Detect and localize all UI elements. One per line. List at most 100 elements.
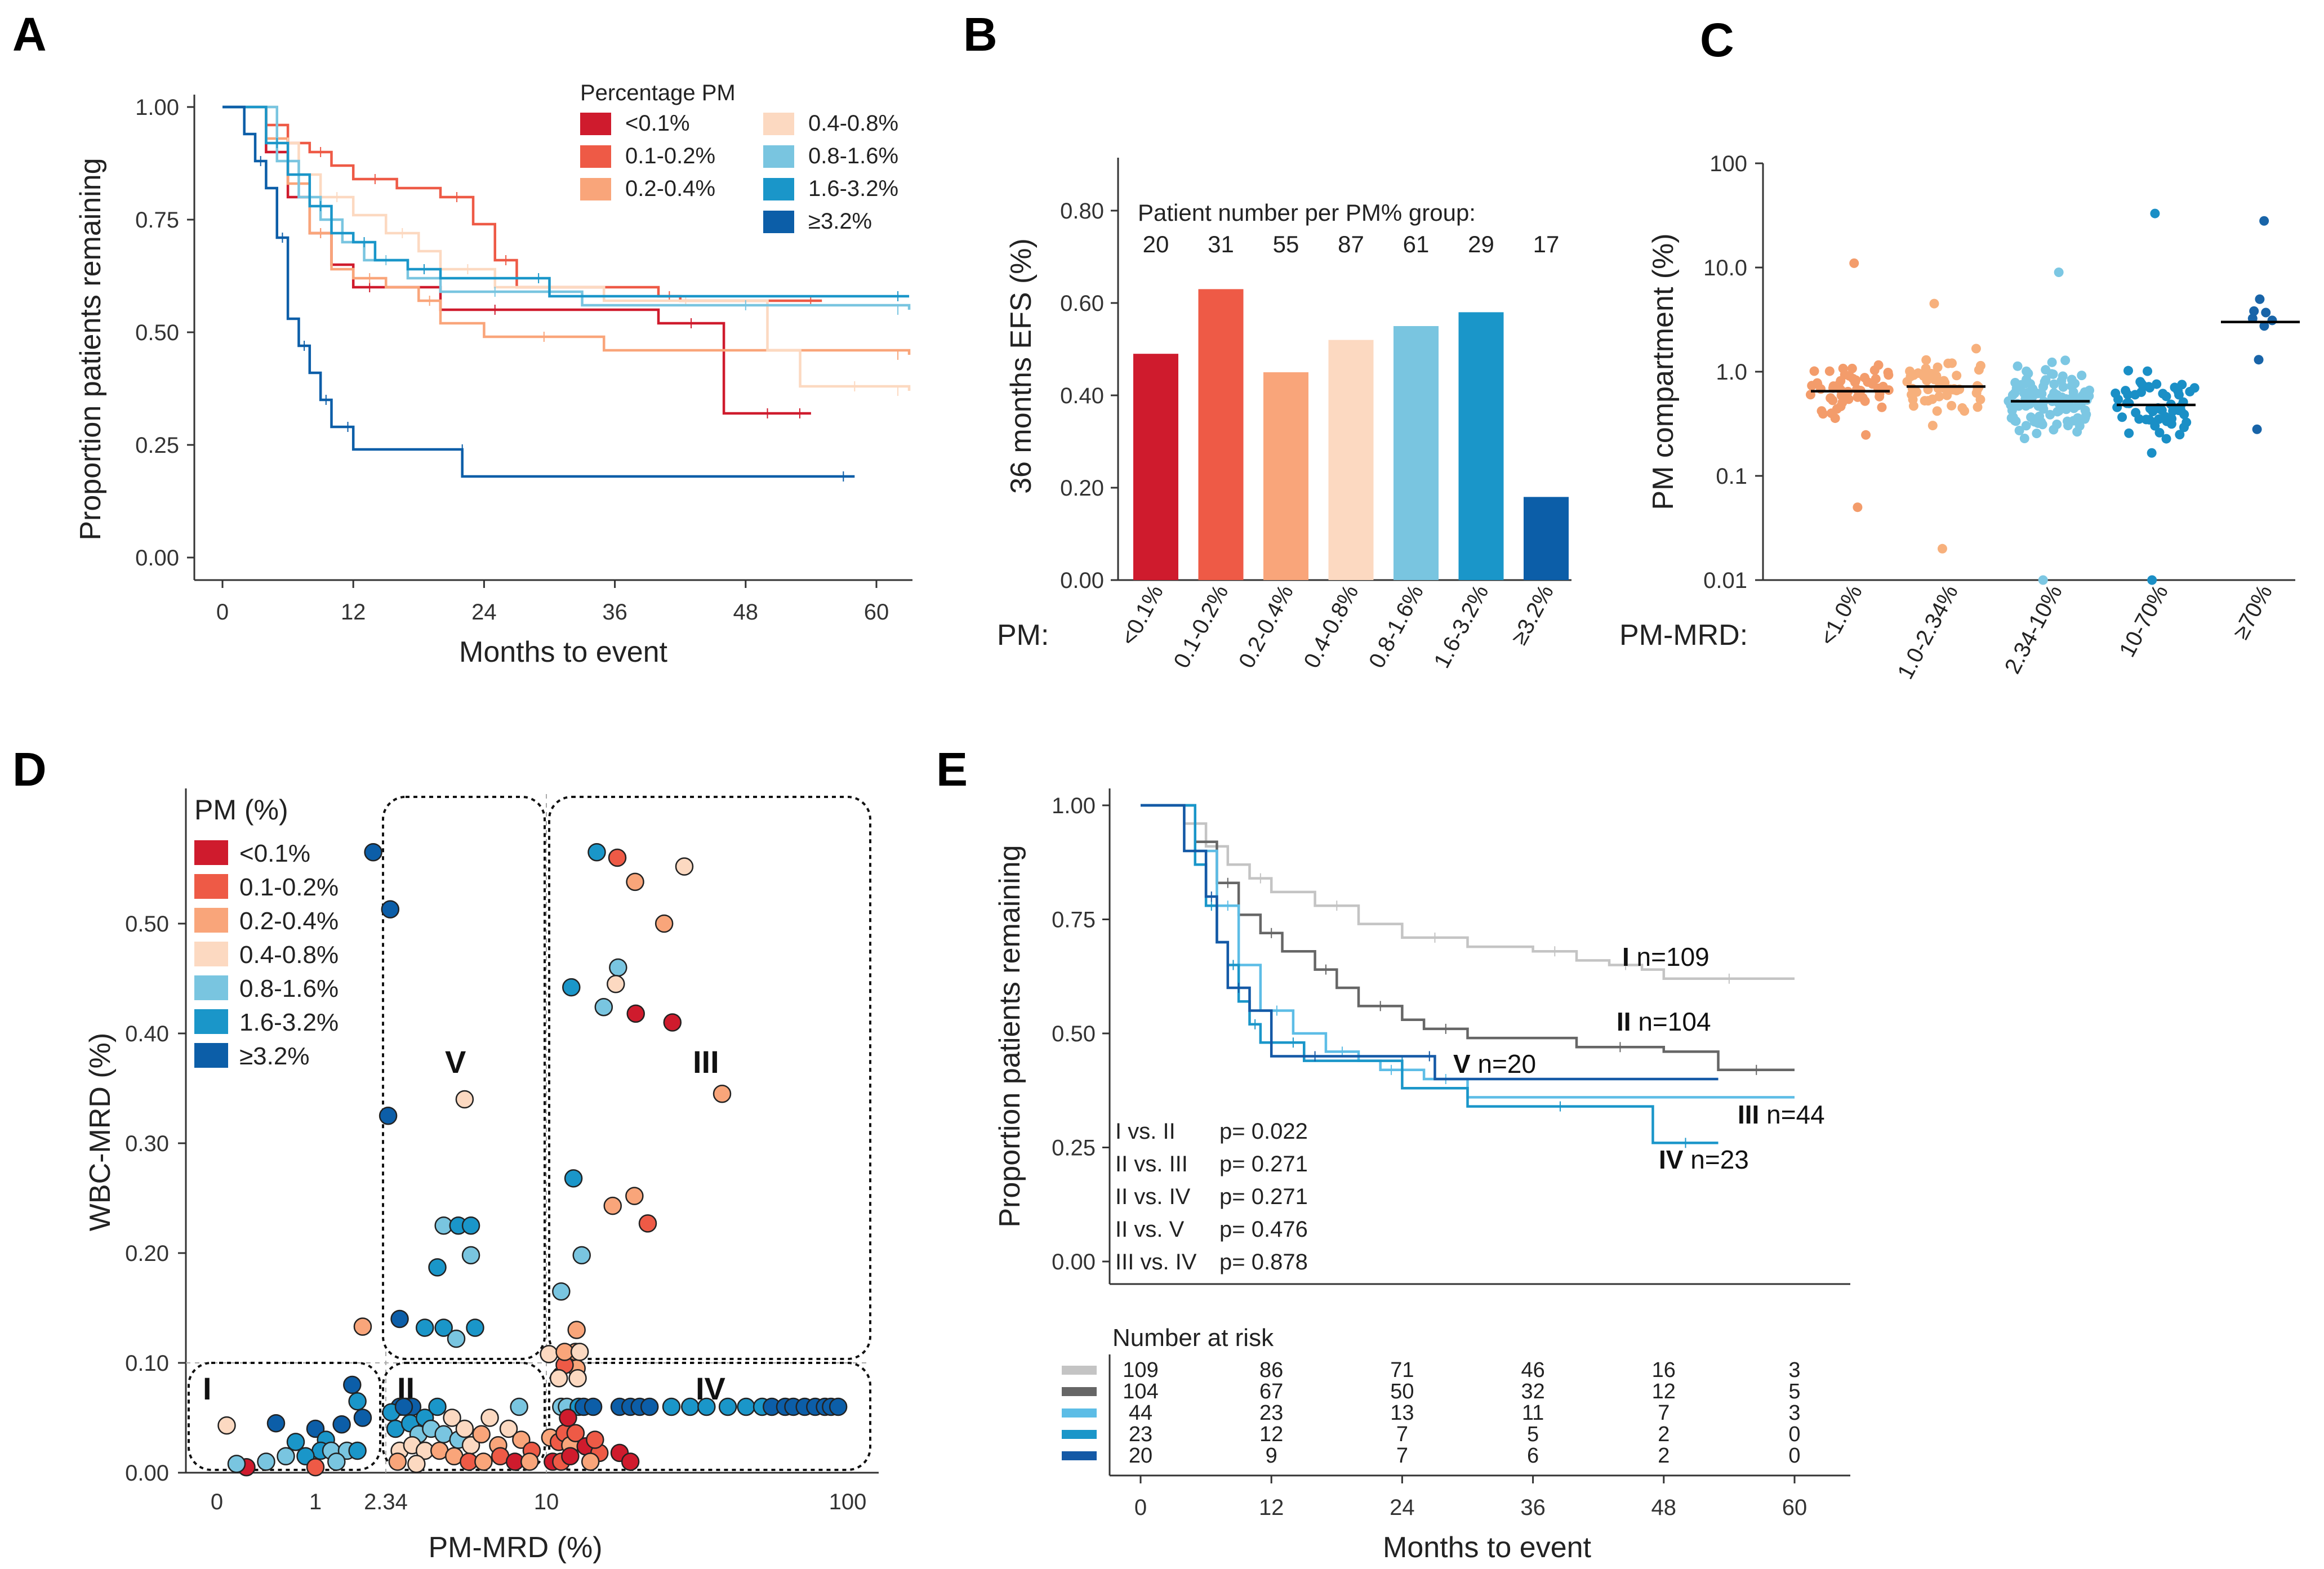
b-y-tick-label: 0.80: [1060, 199, 1104, 224]
d-legend-label: 1.6-3.2%: [239, 1009, 339, 1036]
c-y-label: PM compartment (%): [1647, 233, 1680, 510]
a-series-6: [222, 105, 855, 482]
c-dot: [2077, 391, 2087, 402]
e-y-tick-label: 0.75: [1052, 908, 1096, 933]
d-legend-label: ≥3.2%: [239, 1042, 309, 1070]
a-legend-label: ≥3.2%: [808, 209, 872, 234]
d-point: [428, 1258, 447, 1277]
d-point: [348, 1392, 367, 1411]
d-legend-label: 0.2-0.4%: [239, 907, 339, 935]
c-category-label: 10-70%: [2114, 581, 2173, 661]
e-series-I: I n=109: [1141, 804, 1795, 984]
c-dot: [2041, 375, 2051, 385]
e-risk-row-swatch: [1062, 1387, 1097, 1396]
b-category-label: 0.1-0.2%: [1169, 581, 1233, 672]
d-point: [737, 1397, 755, 1416]
c-group-2: [2004, 267, 2095, 585]
a-x-tick-label: 36: [602, 600, 627, 625]
c-dot: [2252, 424, 2262, 434]
e-risk-cell: 7: [1658, 1401, 1669, 1425]
a-x-tick-label: 48: [733, 600, 759, 625]
e-risk-cell: 12: [1652, 1380, 1676, 1403]
c-group-3: [2111, 208, 2200, 585]
e-risk-row-swatch: [1062, 1451, 1097, 1460]
c-dot: [2176, 406, 2186, 416]
e-pvalue-value: p= 0.878: [1219, 1250, 1308, 1274]
c-dot: [1875, 391, 1885, 402]
panel-label-c: C: [1700, 14, 1734, 66]
d-legend: <0.1% 0.1-0.2% 0.2-0.4% 0.4-0.8% 0.8-1.6% 1.6…: [194, 840, 339, 1070]
c-dot: [2070, 378, 2080, 389]
c-dot: [2028, 384, 2038, 394]
a-series-2: [222, 105, 911, 360]
c-dot: [2052, 419, 2062, 429]
d-point: [662, 1397, 681, 1416]
c-dot: [1920, 396, 1930, 406]
e-curve-line: [1141, 804, 1718, 1081]
e-risk-cell: 104: [1123, 1380, 1158, 1403]
d-point: [626, 1004, 645, 1023]
a-x-label: Months to event: [459, 636, 668, 668]
b-bar-4: [1393, 326, 1439, 580]
c-dot: [1913, 368, 1923, 378]
c-dot: [2154, 427, 2165, 438]
e-risk-cell: 11: [1522, 1401, 1544, 1425]
d-region-i-label: I: [203, 1371, 212, 1406]
b-count-label: 29: [1468, 231, 1494, 257]
panel-label-b: B: [963, 8, 998, 61]
a-legend-label: <0.1%: [625, 111, 690, 136]
a-y-label: Proportion patients remaining: [74, 158, 107, 540]
d-legend-swatch: [194, 840, 228, 865]
d-region-v-box: [382, 796, 546, 1360]
c-dot: [2047, 357, 2057, 367]
a-curve-line: [222, 105, 855, 478]
d-x-tick-label: 1: [309, 1490, 322, 1514]
e-x-tick-label: 0: [1134, 1495, 1147, 1520]
c-y-tick-label: 0.1: [1716, 464, 1747, 489]
a-legend-swatch: [580, 178, 611, 200]
e-risk-cell: 86: [1259, 1358, 1283, 1382]
d-point: [552, 1282, 571, 1301]
e-pvalue-comparison: II vs. III: [1115, 1152, 1188, 1176]
c-dot: [2166, 419, 2176, 429]
d-point: [570, 1343, 589, 1361]
c-dot: [2049, 388, 2059, 398]
e-risk-cell: 2: [1658, 1423, 1669, 1446]
d-point: [581, 1452, 600, 1471]
e-series-III: III n=44: [1141, 804, 1825, 1129]
b-bar-5: [1458, 312, 1504, 580]
c-dot: [1858, 393, 1868, 403]
c-dot: [2032, 429, 2042, 439]
d-point: [415, 1318, 434, 1337]
a-legend-swatch: [763, 145, 794, 168]
d-region-ii-box: [382, 1362, 546, 1471]
c-dot: [2173, 386, 2183, 396]
panel-b-bar-chart: 36 months EFS (%) Patient number per PM%…: [997, 158, 1571, 672]
c-group-0: [1805, 258, 1894, 512]
e-pvalue-comparison: I vs. II: [1115, 1119, 1176, 1144]
d-point: [540, 1345, 558, 1363]
panel-label-d: D: [12, 743, 47, 796]
b-y-tick-label: 0.60: [1060, 291, 1104, 316]
e-risk-cell: 46: [1521, 1358, 1544, 1382]
c-dot: [1853, 502, 1863, 512]
d-point: [217, 1416, 236, 1435]
b-count-label: 31: [1208, 231, 1234, 257]
c-dot: [1832, 404, 1842, 414]
d-point: [428, 1397, 447, 1416]
c-dot: [1861, 430, 1871, 440]
d-point: [480, 1408, 499, 1427]
c-dot: [2136, 387, 2147, 397]
a-y-tick-label: 0.50: [135, 320, 179, 345]
d-point: [562, 978, 581, 997]
panel-label-e: E: [936, 743, 968, 796]
e-series-V: V n=20: [1141, 804, 1718, 1081]
c-category-label: 1.0-2.34%: [1893, 581, 1962, 684]
c-dot: [1934, 391, 1944, 402]
d-point: [461, 1246, 480, 1265]
e-y-tick-label: 0.25: [1052, 1136, 1096, 1161]
e-x-label: Months to event: [1383, 1531, 1592, 1564]
d-y-tick-label: 0.20: [125, 1241, 169, 1266]
